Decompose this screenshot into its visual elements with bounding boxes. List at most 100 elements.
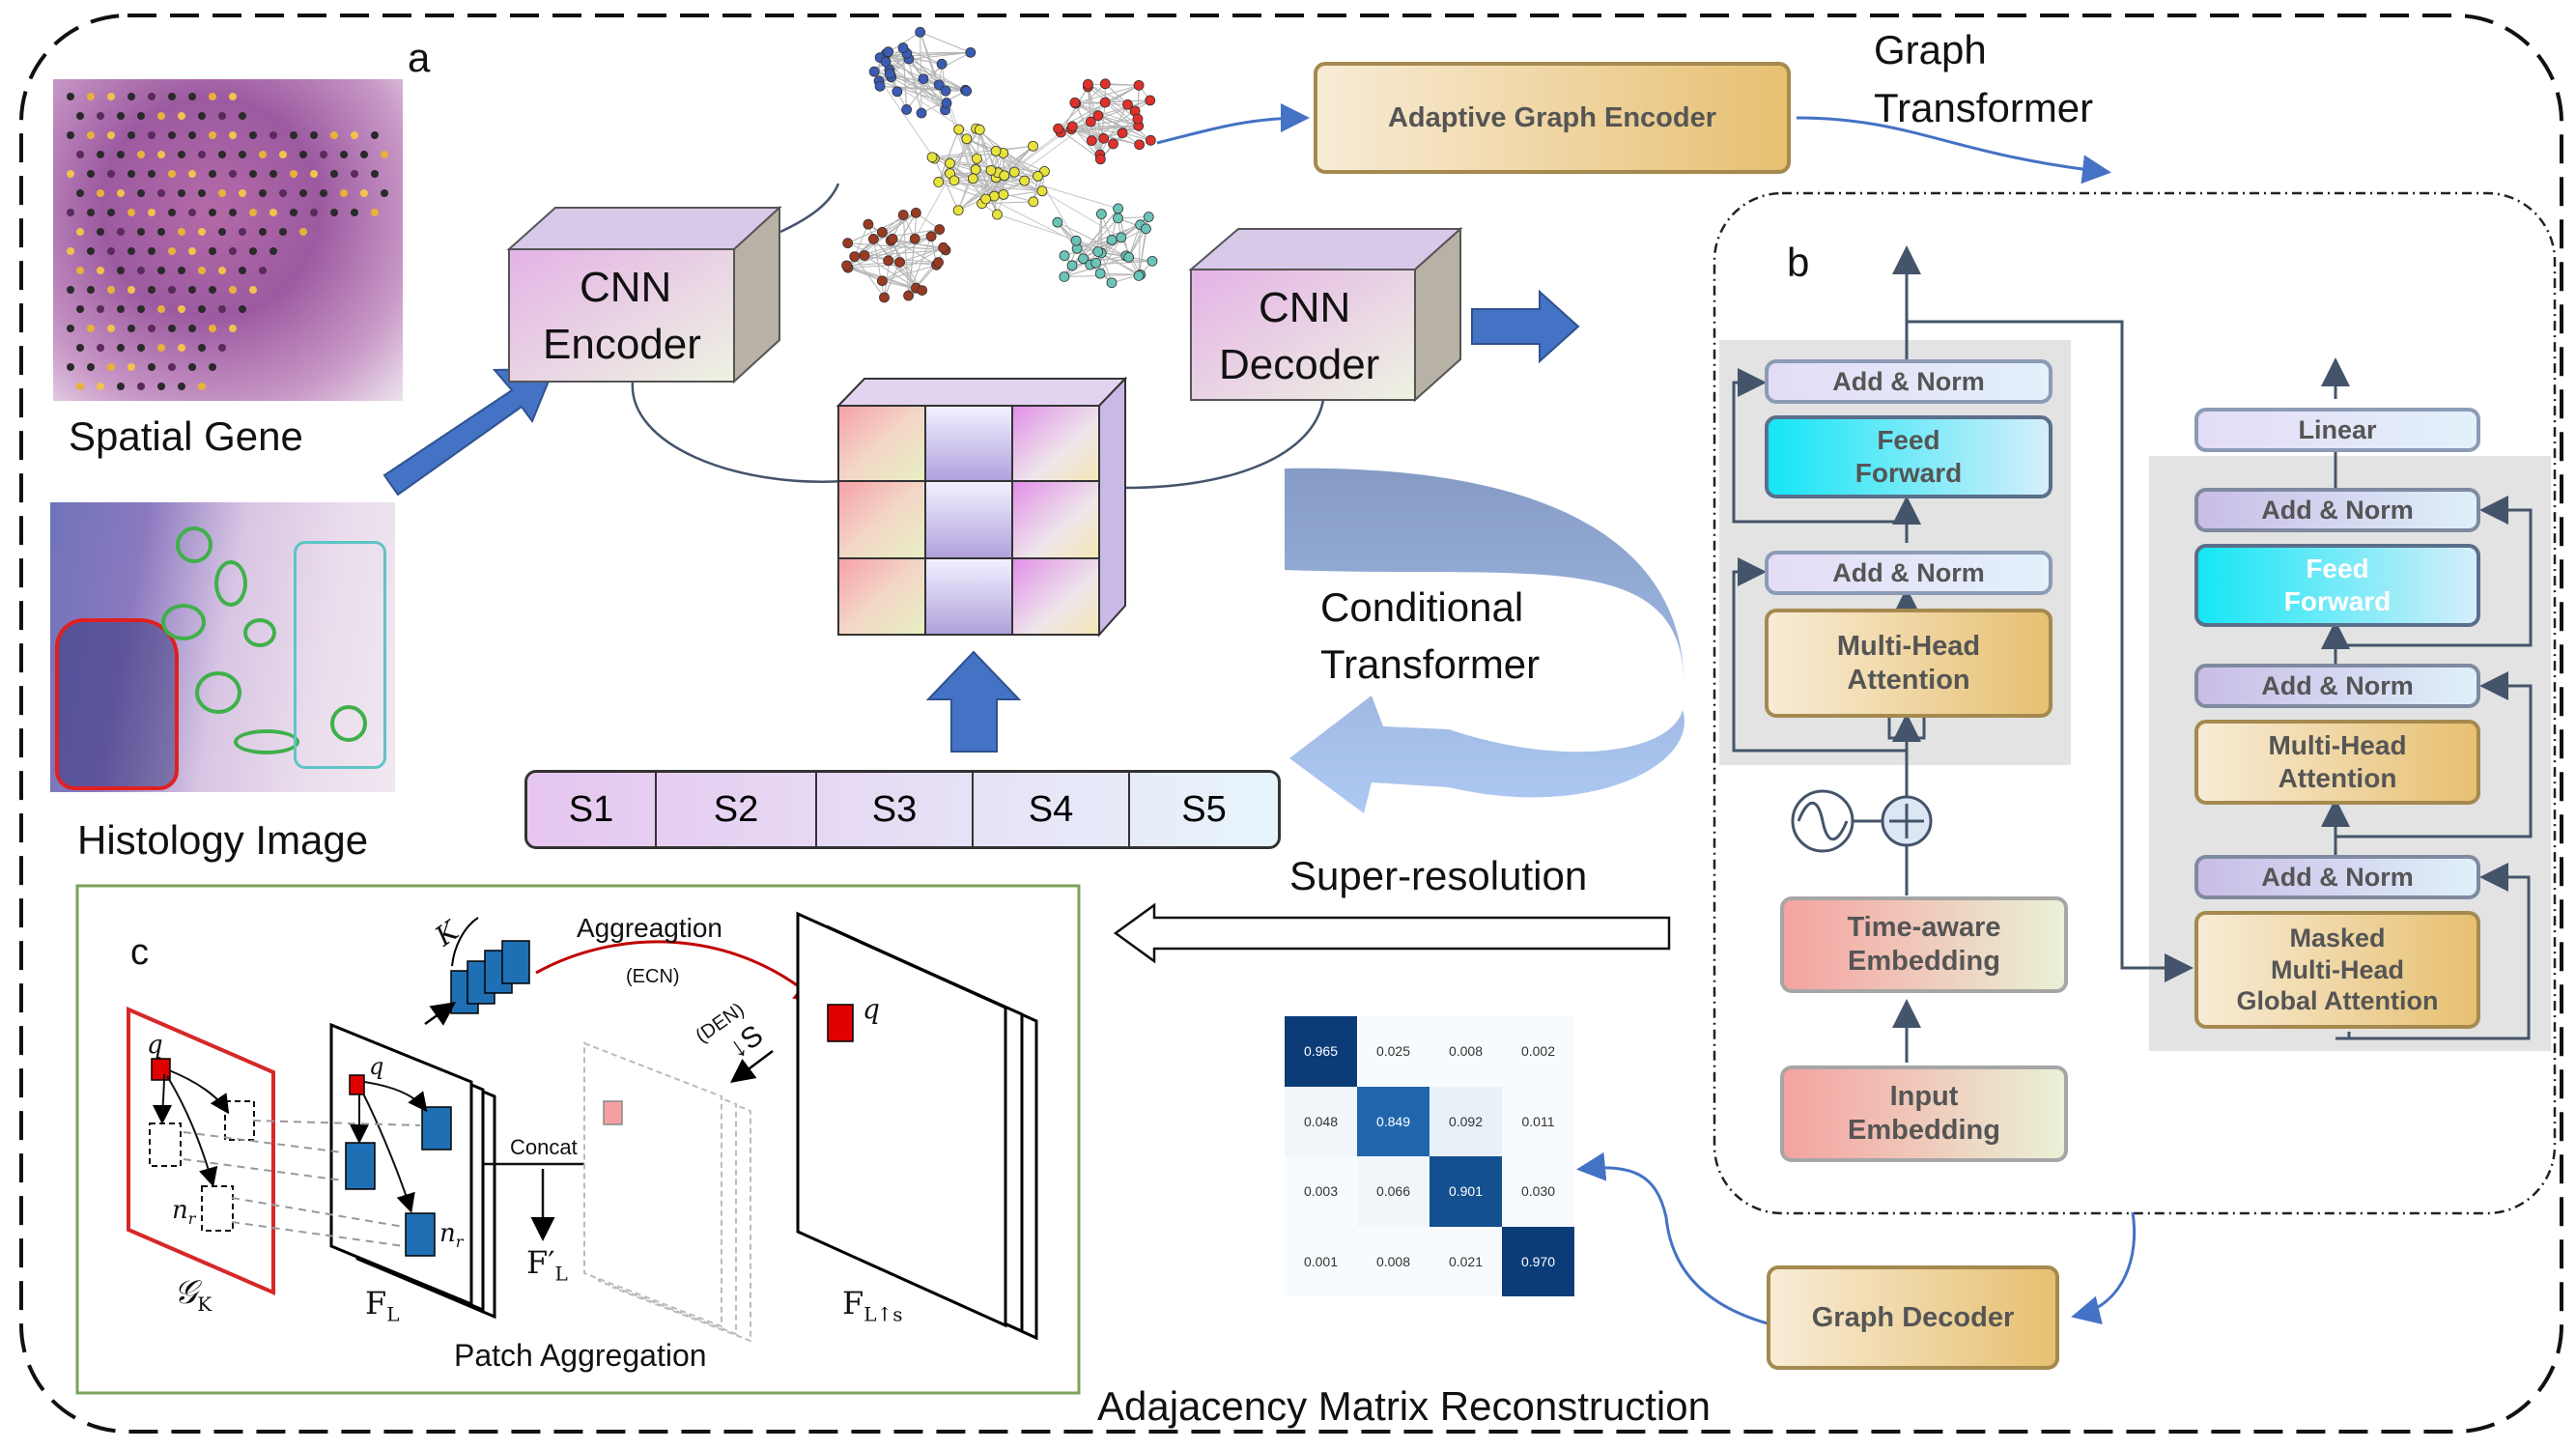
graph-node [1083, 78, 1093, 90]
encoder-graph-arc [779, 183, 840, 234]
graph-edge [1099, 237, 1122, 274]
graph-node [867, 233, 879, 244]
graph-edge [908, 239, 916, 297]
gene-spot [259, 189, 267, 197]
gene-spot [87, 170, 95, 178]
graph-node [909, 233, 920, 244]
gene-spot [239, 151, 246, 158]
graph-edge [1075, 102, 1092, 141]
aggregation-label: Aggreagtion [577, 913, 723, 943]
nr-label-fl: nr [439, 1219, 463, 1251]
adaptive-graph-encoder-label: Adaptive Graph Encoder [1387, 101, 1716, 133]
adaptive-graph-encoder-box: Adaptive Graph Encoder [1314, 62, 1791, 174]
gene-spot [97, 383, 104, 390]
gene-spot [67, 286, 74, 294]
graph-node [933, 257, 944, 268]
gene-spot [117, 151, 125, 158]
gene-spot [107, 170, 115, 178]
gene-spot [371, 170, 379, 178]
gene-spot [229, 209, 237, 216]
fl-prime-label: F′L [526, 1244, 568, 1285]
scale-bar: S1 S2 S3 S4 S5 [524, 770, 1281, 849]
graph-node [1108, 138, 1118, 150]
dec-mha: Multi-Head Attention [2194, 720, 2480, 805]
graph-edge [854, 249, 947, 258]
graph-node [1146, 255, 1158, 267]
gene-spot [299, 228, 307, 236]
graph-node [1008, 166, 1020, 178]
gene-spot [209, 93, 216, 100]
gene-spot [188, 131, 196, 139]
graph-node [945, 157, 955, 169]
input-embedding: Input Embedding [1780, 1065, 2068, 1162]
graph-edge [920, 32, 947, 110]
gene-spot [168, 325, 176, 332]
graph-node [903, 290, 914, 301]
gk-base: 𝒢 [174, 1273, 198, 1312]
label-c: c [130, 932, 149, 973]
gene-spot [127, 93, 135, 100]
gene-spot [320, 151, 327, 158]
gene-spot [127, 209, 135, 216]
graph-node [1098, 132, 1110, 144]
gene-spot [127, 325, 135, 332]
gene-spot [178, 305, 185, 313]
dec-ff-line2: Forward [2283, 586, 2392, 616]
gene-spot [209, 363, 216, 371]
label-spatial-gene: Spatial Gene [69, 413, 303, 459]
gene-spot [117, 228, 125, 236]
graph-node [1132, 113, 1144, 125]
gene-spot [218, 267, 226, 274]
graph-node [1028, 140, 1038, 152]
conditional-transformer-line2: Transformer [1320, 641, 1541, 687]
graph-node [880, 56, 892, 68]
gene-spot [178, 267, 185, 274]
gene-spot [351, 170, 358, 178]
graph-edge [1099, 101, 1106, 156]
graph-node [992, 209, 1003, 220]
dec-feed-forward: Feed Forward [2194, 544, 2480, 627]
graph-node [859, 250, 870, 261]
dec-linear-label: Linear [2298, 414, 2377, 444]
gene-spot [209, 131, 216, 139]
gene-spot [76, 151, 84, 158]
graph-node [918, 73, 929, 85]
gene-spot [229, 247, 237, 255]
cnn-encoder-line2: Encoder [543, 321, 701, 368]
gene-spot [249, 209, 257, 216]
input-embed-line2: Embedding [1848, 1115, 2000, 1146]
dec-add-norm-bottom: Add & Norm [2194, 855, 2480, 899]
graph-node [1094, 154, 1106, 165]
adjacency-matrix: 0.965 0.025 0.008 0.002 0.048 0.849 0.092 0.011… [1285, 1016, 1574, 1296]
graph-network [841, 26, 1158, 303]
graph-node [1092, 246, 1104, 257]
gene-spot [67, 363, 74, 371]
graph-node [980, 193, 992, 205]
gene-spot [76, 112, 84, 120]
graph-decoder-box: Graph Decoder [1767, 1265, 2059, 1370]
graph-edge [863, 255, 917, 289]
gene-spot [137, 383, 145, 390]
graph-edge [981, 201, 1033, 205]
gene-spot [168, 93, 176, 100]
graph-edge [953, 180, 1141, 275]
graph-node [934, 224, 946, 235]
encoder-cube-arc [631, 381, 846, 483]
graph-edge [931, 156, 1005, 195]
gene-spot [198, 112, 206, 120]
gene-spot [198, 344, 206, 352]
graph-node [1099, 78, 1111, 90]
fl-prime-sub: L [554, 1262, 568, 1286]
gene-spot [137, 305, 145, 313]
gene-spot [107, 247, 115, 255]
graph-node [892, 86, 903, 98]
graph-node [1070, 235, 1082, 246]
gene-spot [76, 267, 84, 274]
gene-spot [97, 267, 104, 274]
gene-spot [239, 189, 246, 197]
ecn-label: (ECN) [626, 966, 680, 987]
enc-add-norm-top-label: Add & Norm [1832, 366, 1985, 396]
graph-edge [945, 90, 983, 204]
gene-spot [127, 170, 135, 178]
graph-node [1052, 216, 1063, 228]
